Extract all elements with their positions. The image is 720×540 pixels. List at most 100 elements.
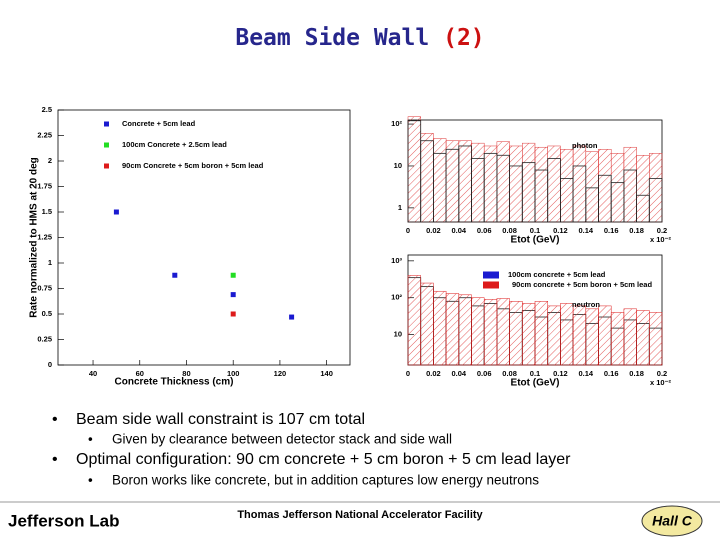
y-tick-label: 0.75 (37, 283, 52, 292)
histogram-bin (509, 301, 523, 366)
point (230, 272, 236, 278)
y-tick-label: 1 (48, 258, 52, 267)
x-tick-label: 0.16 (604, 369, 619, 378)
histogram-title: neutron (572, 300, 600, 309)
histogram-bin (585, 308, 599, 366)
y-axis-label: Rate normalized to HMS at 20 deg (29, 157, 40, 318)
histogram-bin (445, 293, 460, 366)
legend-swatch (104, 142, 109, 148)
histogram-bin (572, 305, 587, 366)
footer-logo: Jefferson Lab (8, 511, 119, 530)
x-tick-label: 60 (136, 369, 144, 378)
x-tick-label: 0 (406, 369, 410, 378)
y-tick-label: 10³ (391, 256, 402, 265)
histogram-bin (433, 290, 447, 366)
histogram-bin (420, 282, 434, 366)
x-tick-label: 0 (406, 226, 410, 235)
histogram-bin (496, 141, 510, 223)
histogram-bin (522, 142, 536, 223)
x-tick-label: 0.14 (578, 369, 593, 378)
y-tick-label: 2.25 (37, 130, 52, 139)
title-main: Beam Side Wall (235, 25, 429, 51)
y-tick-label: 10 (394, 161, 402, 170)
histogram-bin (649, 153, 663, 223)
axis-multiplier: x 10⁻² (650, 378, 672, 387)
histogram-title: photon (572, 141, 598, 150)
x-tick-label: 0.2 (657, 369, 667, 378)
x-tick-label: 0.04 (451, 369, 466, 378)
y-tick-label: 1.75 (37, 181, 52, 190)
histogram-bin (610, 312, 625, 366)
bullet-dot: • (52, 451, 58, 468)
legend-swatch (104, 121, 109, 127)
legend-label: Concrete + 5cm lead (122, 119, 196, 128)
histogram-bin (496, 298, 510, 366)
histogram-bin (407, 116, 421, 223)
histogram-bin (445, 140, 460, 223)
x-axis-label: Etot (GeV) (511, 378, 560, 389)
x-tick-label: 0.14 (578, 226, 593, 235)
bullet: Optimal configuration: 90 cm concrete + … (76, 451, 571, 468)
histogram-bin (560, 149, 574, 223)
footer-logo-right: Hall C (652, 513, 693, 529)
point (172, 272, 178, 278)
sub-bullet: Boron works like concrete, but in additi… (112, 473, 539, 488)
y-tick-label: 10² (391, 293, 402, 302)
histogram-bin (458, 294, 472, 366)
footer-text: Thomas Jefferson National Accelerator Fa… (237, 509, 483, 521)
bullet-dot: • (88, 473, 93, 488)
histogram-bin (598, 149, 612, 223)
point (230, 311, 236, 317)
x-tick-label: 0.08 (502, 226, 517, 235)
footer-badge (641, 505, 703, 537)
histogram-bin (534, 301, 548, 366)
histogram-bin (560, 303, 574, 366)
y-tick-label: 10 (394, 330, 402, 339)
x-tick-label: 0.18 (629, 226, 644, 235)
point (113, 209, 119, 215)
legend-swatch (483, 281, 499, 289)
histogram-bin (547, 305, 561, 366)
y-tick-label: 1.25 (37, 232, 52, 241)
histogram-bin (458, 140, 472, 223)
x-tick-label: 0.1 (530, 369, 540, 378)
y-tick-label: 1 (398, 203, 402, 212)
axis-multiplier: x 10⁻² (650, 235, 672, 244)
x-tick-label: 0.12 (553, 226, 568, 235)
histogram-bin (509, 145, 523, 223)
slide-title: Beam Side Wall (2) (235, 25, 484, 51)
x-tick-label: 0.12 (553, 369, 568, 378)
histogram-bin (522, 303, 536, 366)
histogram-bin (471, 142, 485, 223)
bullet: Beam side wall constraint is 107 cm tota… (76, 411, 365, 428)
x-tick-label: 140 (320, 369, 333, 378)
x-tick-label: 0.16 (604, 226, 619, 235)
x-axis-label: Etot (GeV) (511, 235, 560, 246)
histogram-bin (585, 151, 599, 223)
histogram-bin (547, 145, 561, 223)
legend-label: 90cm Concrete + 5cm boron + 5cm lead (122, 161, 264, 170)
x-tick-label: 0.06 (477, 226, 492, 235)
histogram-bin (420, 133, 434, 223)
point (230, 292, 236, 298)
y-tick-label: 10² (391, 119, 402, 128)
legend-label: 90cm concrete + 5cm boron + 5cm lead (512, 280, 652, 289)
x-tick-label: 120 (274, 369, 287, 378)
bullet-dot: • (88, 432, 93, 447)
x-tick-label: 0.02 (426, 226, 441, 235)
y-tick-label: 2.5 (42, 105, 52, 114)
x-tick-label: 0.04 (451, 226, 466, 235)
histogram-bin (636, 310, 650, 366)
histogram-bin (483, 145, 498, 223)
x-tick-label: 0.08 (502, 369, 517, 378)
legend-label: 100cm Concrete + 2.5cm lead (122, 140, 227, 149)
y-tick-label: 0.5 (42, 309, 52, 318)
histogram-bin (649, 312, 663, 366)
x-axis-label: Concrete Thickness (cm) (115, 377, 234, 388)
histogram-bin (433, 138, 447, 223)
legend-label: 100cm concrete + 5cm lead (508, 270, 606, 279)
histogram-bin (623, 308, 637, 366)
histogram-bin (483, 299, 498, 366)
y-tick-label: 0.25 (37, 334, 52, 343)
